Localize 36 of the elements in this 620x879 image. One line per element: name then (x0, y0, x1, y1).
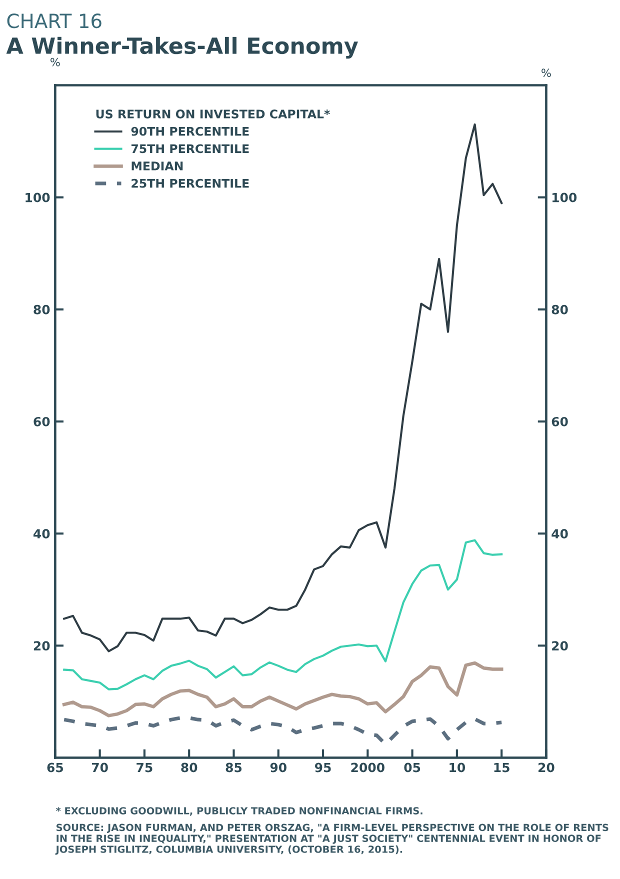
y2-axis-title: % (542, 68, 551, 78)
x-tick-label: 70 (92, 762, 108, 772)
x-tick-label: 2000 (351, 762, 384, 772)
y2-tick-label: 80 (552, 304, 568, 314)
legend-label: MEDIAN (132, 162, 183, 170)
x-tick-label: 90 (270, 762, 286, 772)
y-tick-label: 60 (34, 416, 50, 426)
line-series (62, 661, 504, 718)
x-tick-label: 95 (314, 762, 331, 772)
y-tick-label: 80 (34, 304, 50, 314)
y-tick-label: 20 (34, 641, 50, 651)
y2-tick-label: 100 (552, 192, 577, 202)
x-tick-label: 85 (226, 762, 242, 772)
source-note: SOURCE: JASON FURMAN, AND PETER ORSZAG, "A FIRM-LEVEL PERSPECTIVE ON THE ROLE OF RENTS IN THE RISE IN INEQUALITY," PRESENTATION AT "A JUST SOCIETY" CENTENNIAL EVENT IN HONOR OF JOSEPH STIGLITZ, COLUMBIA UNIVERSITY, (OCTOBER 16, 2015). (55, 824, 608, 855)
x-tick-label: 15 (494, 762, 510, 772)
legend-label: 25TH PERCENTILE (132, 178, 249, 188)
y2-tick-label: 40 (552, 529, 568, 538)
x-tick-label: 75 (136, 762, 152, 772)
line-series (63, 539, 503, 690)
chart-title: A Winner-Takes-All Economy (6, 36, 358, 59)
chart-subtitle: CHART 16 (7, 14, 102, 28)
x-tick-label: 65 (47, 762, 64, 772)
legend-label: 75TH PERCENTILE (131, 144, 249, 154)
line-series (63, 123, 503, 652)
x-tick-label: 20 (538, 762, 554, 772)
y-tick-label: 100 (26, 192, 50, 202)
x-tick-label: 10 (450, 762, 466, 772)
legend-label: 90TH PERCENTILE (131, 126, 249, 136)
x-tick-label: 80 (181, 762, 198, 772)
y2-tick-label: 20 (552, 641, 568, 651)
x-tick-label: 05 (404, 762, 420, 772)
legend-title: US RETURN ON INVESTED CAPITAL* (96, 110, 330, 118)
y-axis-title: % (50, 58, 60, 66)
y2-tick-label: 60 (552, 416, 568, 426)
y-tick-label: 40 (33, 529, 50, 538)
text: * EXCLUDING GOODWILL, PUBLICLY TRADED NONFINANCIAL FIRMS. (56, 807, 422, 816)
